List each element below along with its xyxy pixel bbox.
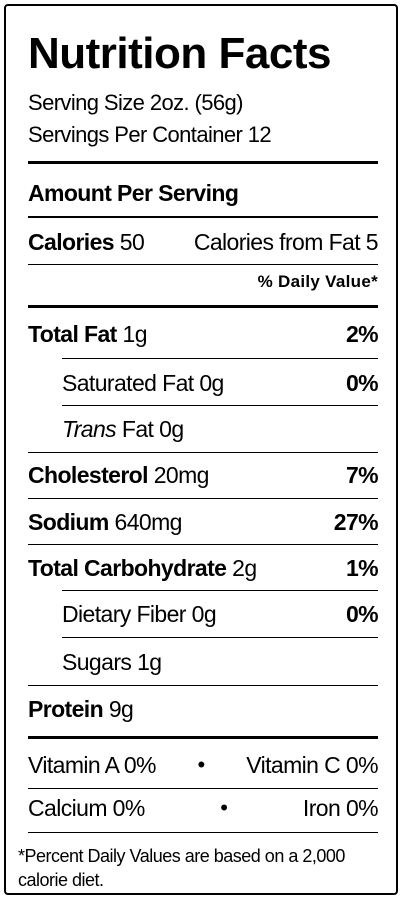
trans-fat-amount: 0g — [159, 415, 184, 442]
divider — [28, 544, 378, 545]
divider — [28, 685, 378, 686]
calories-row: Calories 50 Calories from Fat 5 — [28, 220, 379, 264]
protein-amount: 9g — [108, 695, 134, 722]
saturated-fat-amount: 0g — [199, 369, 224, 396]
divider — [28, 216, 378, 218]
trans-fat-label: Trans — [62, 415, 117, 442]
divider — [62, 358, 378, 359]
total-carbohydrate-amount: 2g — [232, 554, 257, 581]
sugars-row: Sugars 1g — [28, 640, 378, 684]
bullet-separator: • — [197, 752, 206, 777]
divider — [62, 405, 378, 406]
divider — [28, 452, 378, 453]
dietary-fiber-dv: 0% — [345, 600, 379, 627]
dietary-fiber-amount: 0g — [191, 600, 217, 627]
total-fat-amount: 1g — [122, 320, 148, 347]
cholesterol-label: Cholesterol — [28, 461, 149, 488]
sodium-amount: 640mg — [114, 508, 183, 535]
sugars-amount: 1g — [137, 648, 162, 675]
total-fat-label: Total Fat — [28, 320, 117, 347]
vitamins-row: Vitamin A 0% • Vitamin C 0% — [28, 743, 379, 787]
sodium-label: Sodium — [28, 508, 109, 535]
footnote: *Percent Daily Values are based on a 2,0… — [18, 846, 345, 890]
cholesterol-amount: 20mg — [153, 461, 210, 488]
amount-per-serving: Amount Per Serving — [28, 171, 378, 215]
total-carbohydrate-dv: 1% — [345, 554, 379, 581]
amount-per-serving-label: Amount Per Serving — [28, 179, 239, 206]
divider — [62, 590, 378, 591]
protein-label: Protein — [28, 695, 104, 722]
saturated-fat-row: Saturated Fat 0g 0% — [28, 361, 379, 405]
protein-row: Protein 9g — [28, 687, 378, 731]
sodium-dv: 27% — [333, 508, 379, 535]
dietary-fiber-row: Dietary Fiber 0g 0% — [28, 592, 379, 636]
label-title: Nutrition Facts — [28, 29, 331, 78]
saturated-fat-label: Saturated Fat — [62, 369, 194, 396]
label-content: Nutrition Facts Serving Size 2oz. (56g) … — [18, 6, 379, 893]
cholesterol-row: Cholesterol 20mg 7% — [28, 453, 379, 497]
divider-thick — [28, 736, 378, 739]
divider — [28, 498, 378, 499]
daily-value-header: % Daily Value* — [257, 272, 378, 291]
divider-thick — [28, 305, 378, 308]
sodium-row: Sodium 640mg 27% — [28, 500, 379, 544]
trans-fat-suffix: Fat — [121, 415, 154, 442]
sugars-label: Sugars — [62, 648, 132, 675]
bullet-separator: • — [220, 795, 228, 820]
iron: Iron 0% — [302, 794, 379, 821]
trans-fat-row: Trans Fat 0g — [28, 407, 378, 451]
vitamin-a: Vitamin A 0% — [28, 751, 157, 778]
total-fat-dv: 2% — [345, 320, 379, 347]
dietary-fiber-label: Dietary Fiber — [62, 600, 186, 627]
calcium: Calcium 0% — [28, 794, 145, 821]
servings-per-container: Servings Per Container 12 — [28, 122, 272, 147]
vitamin-c: Vitamin C 0% — [246, 751, 378, 778]
total-carbohydrate-row: Total Carbohydrate 2g 1% — [28, 546, 379, 590]
calories-label: Calories — [28, 228, 115, 255]
saturated-fat-dv: 0% — [345, 369, 379, 396]
divider — [28, 788, 378, 789]
divider-thick — [28, 161, 378, 164]
calories-from-fat: Calories from Fat 5 — [193, 228, 379, 255]
nutrition-facts-label: Nutrition Facts Serving Size 2oz. (56g) … — [4, 4, 398, 895]
total-carbohydrate-label: Total Carbohydrate — [28, 554, 227, 581]
divider — [62, 637, 378, 638]
calories-value: 50 — [119, 228, 145, 255]
total-fat-row: Total Fat 1g 2% — [28, 312, 379, 356]
divider — [28, 832, 378, 833]
cholesterol-dv: 7% — [345, 461, 379, 488]
divider — [28, 264, 378, 265]
minerals-row: Calcium 0% • Iron 0% — [28, 786, 379, 830]
serving-size: Serving Size 2oz. (56g) — [28, 90, 243, 115]
